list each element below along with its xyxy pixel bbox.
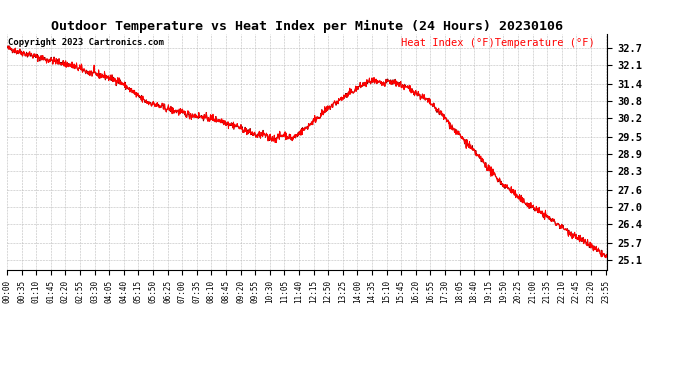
- Text: Copyright 2023 Cartronics.com: Copyright 2023 Cartronics.com: [8, 39, 164, 48]
- Text: Heat Index (°F)Temperature (°F): Heat Index (°F)Temperature (°F): [402, 39, 595, 48]
- Title: Outdoor Temperature vs Heat Index per Minute (24 Hours) 20230106: Outdoor Temperature vs Heat Index per Mi…: [51, 20, 563, 33]
